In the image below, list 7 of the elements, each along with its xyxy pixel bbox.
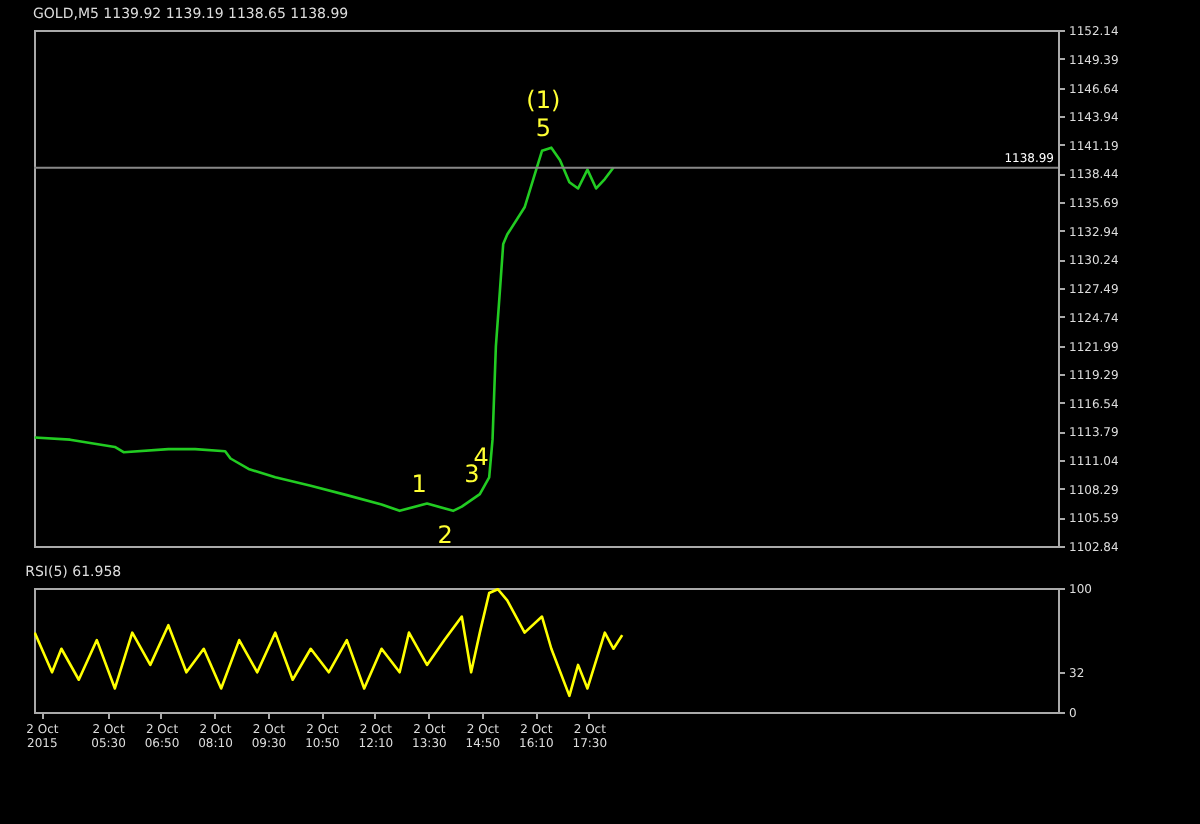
annotation: 3	[464, 460, 480, 489]
line-series	[34, 146, 615, 513]
line-series	[34, 588, 624, 698]
annotation: 1	[411, 469, 427, 498]
annotation: 2	[437, 520, 453, 549]
annotation: 5	[535, 113, 551, 142]
annotation: (1)	[526, 85, 561, 114]
